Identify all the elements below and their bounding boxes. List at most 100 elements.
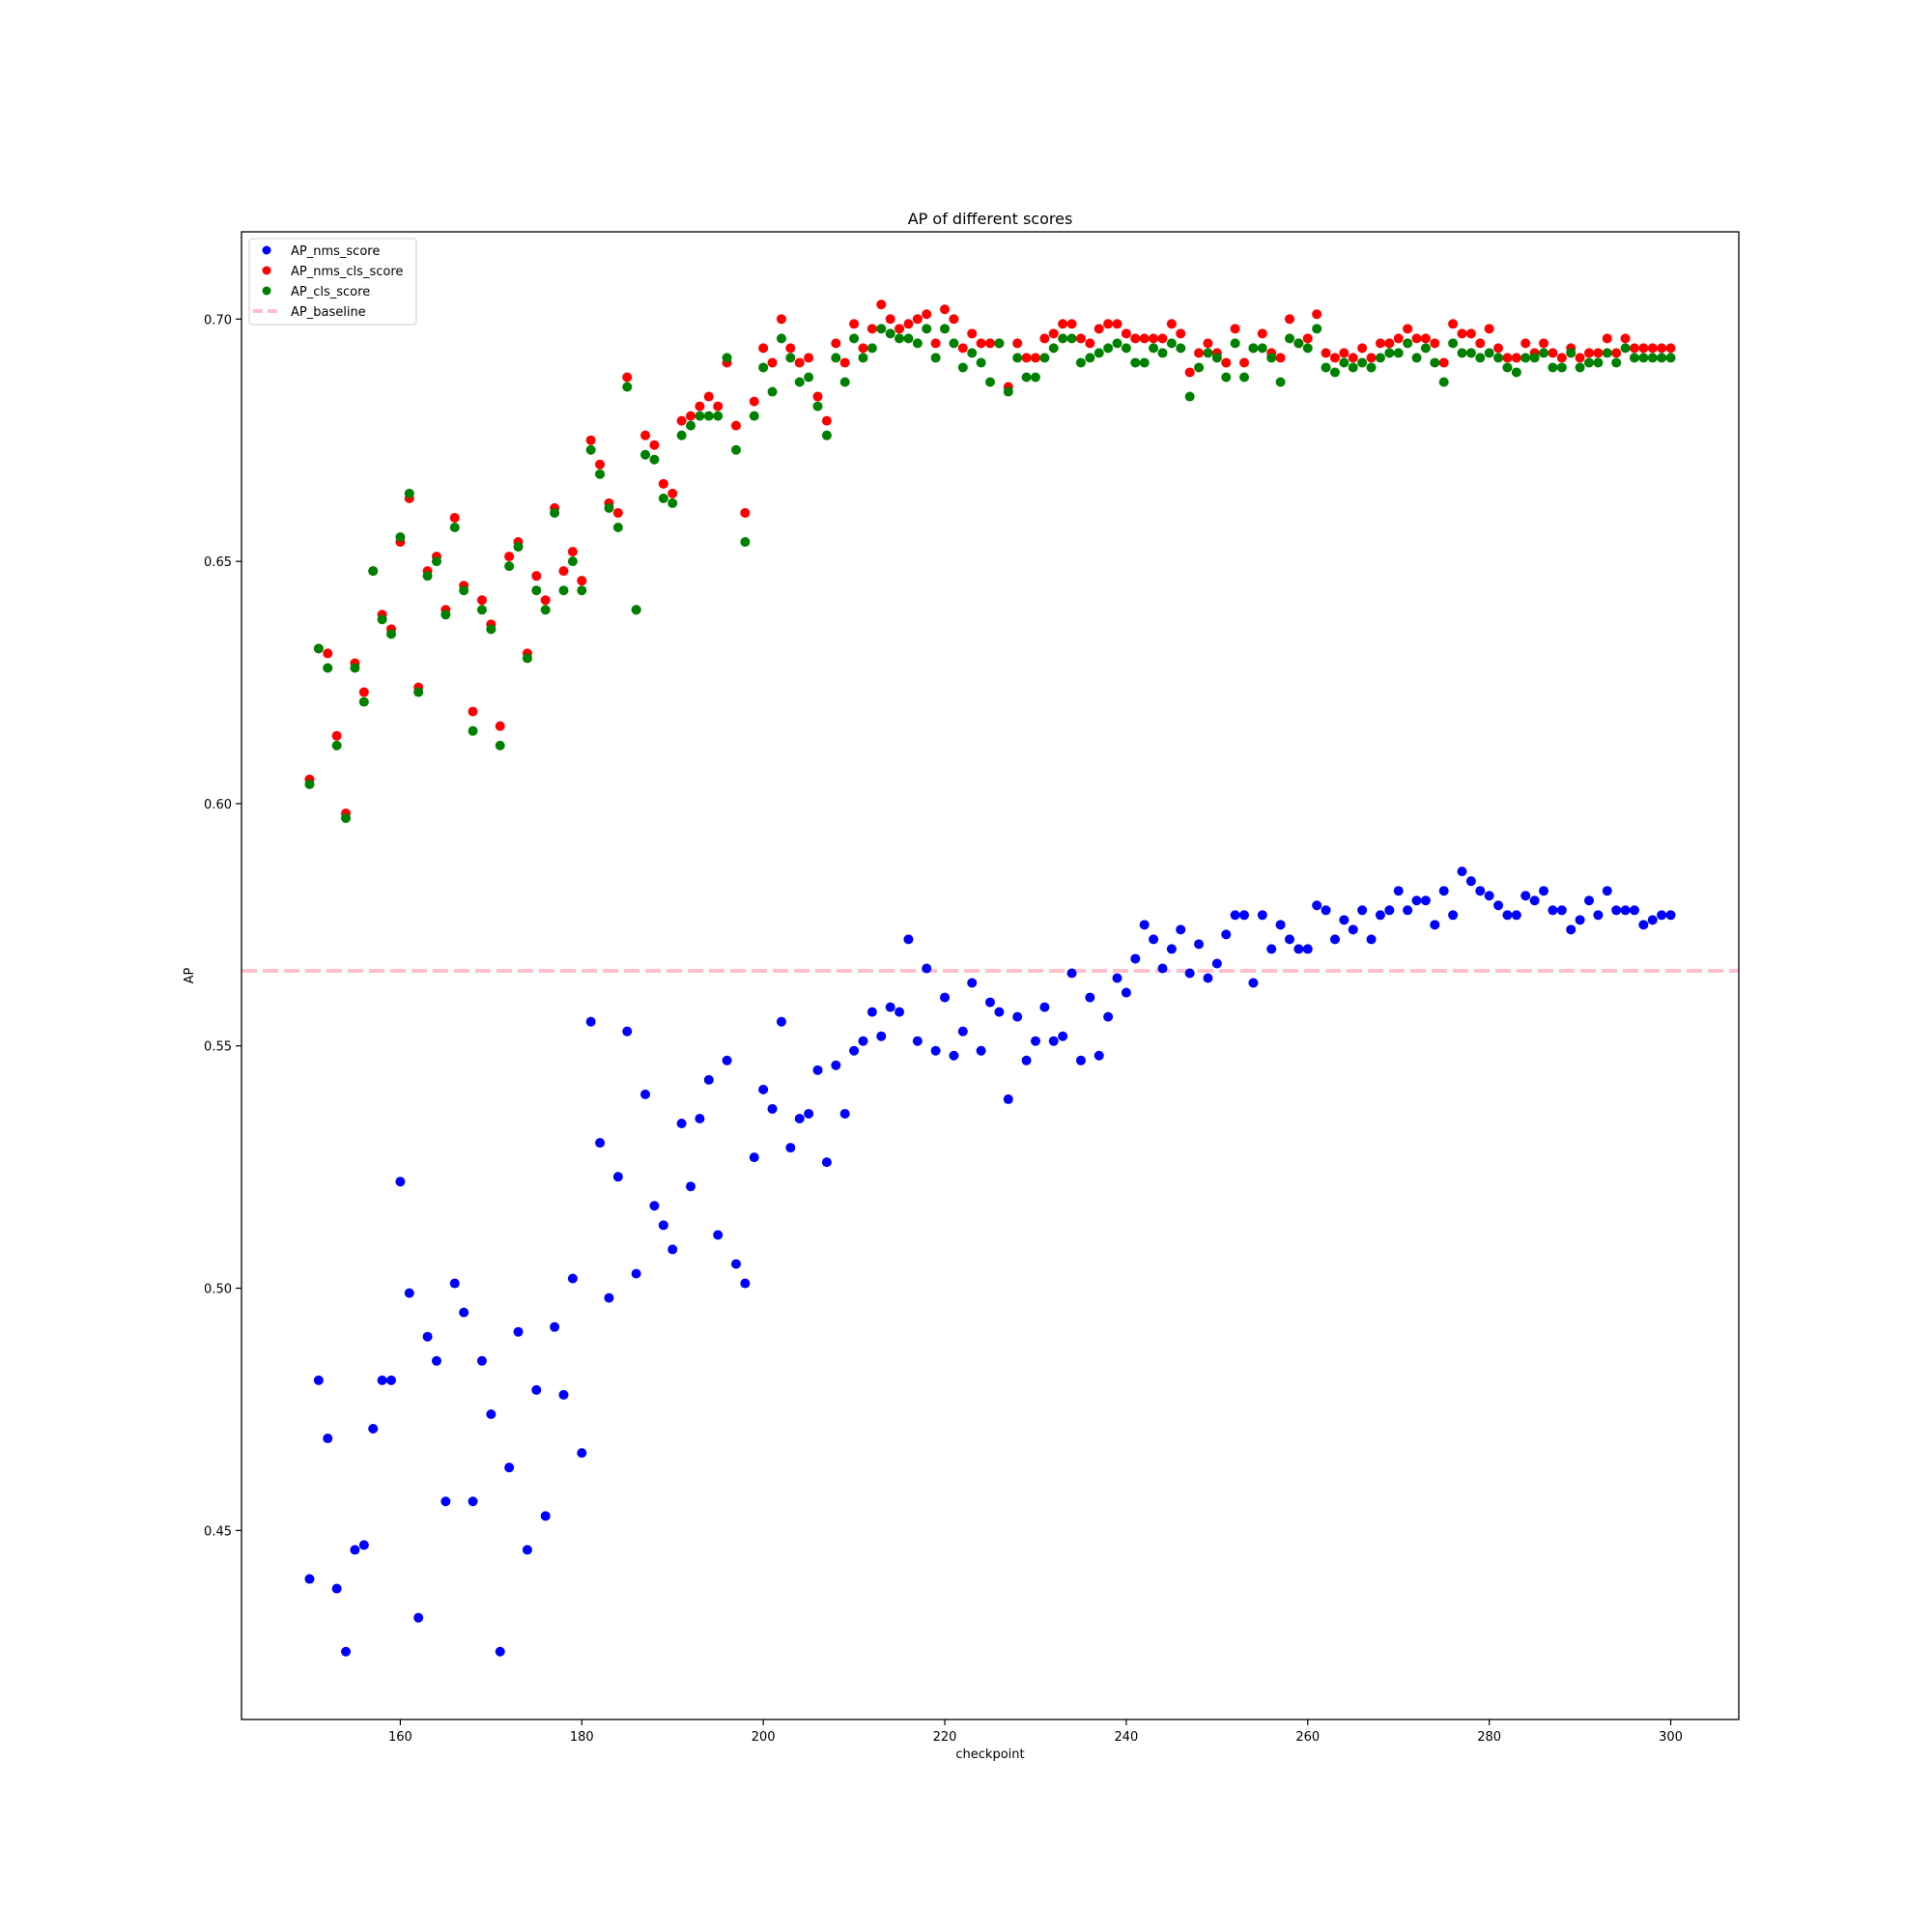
- point-nms-score: [676, 1118, 687, 1128]
- point-cls-score: [885, 328, 895, 339]
- point-cls-score: [631, 605, 641, 615]
- point-nms-cls-score: [867, 324, 877, 334]
- point-cls-score: [1221, 372, 1232, 383]
- y-tick-label: 0.60: [204, 798, 232, 812]
- point-nms-score: [1058, 1031, 1068, 1041]
- point-cls-score: [758, 362, 769, 373]
- y-axis-label: AP: [183, 967, 197, 983]
- point-cls-score: [1548, 362, 1558, 373]
- point-cls-score: [395, 532, 406, 543]
- point-nms-cls-score: [1066, 319, 1077, 329]
- point-cls-score: [386, 629, 396, 639]
- point-nms-score: [767, 1103, 778, 1114]
- point-cls-score: [1157, 348, 1168, 358]
- point-nms-cls-score: [1329, 353, 1340, 363]
- point-nms-score: [1384, 905, 1395, 916]
- x-tick-label: 300: [1659, 1730, 1683, 1745]
- y-tick-label: 0.45: [204, 1524, 232, 1539]
- point-cls-score: [676, 430, 687, 440]
- point-cls-score: [713, 411, 724, 421]
- point-cls-score: [749, 411, 759, 421]
- point-nms-cls-score: [1657, 343, 1667, 354]
- point-cls-score: [695, 411, 705, 421]
- point-nms-cls-score: [1448, 319, 1459, 329]
- point-nms-cls-score: [1629, 343, 1639, 354]
- point-cls-score: [976, 357, 986, 368]
- point-nms-score: [1048, 1036, 1059, 1046]
- point-nms-score: [976, 1045, 986, 1056]
- point-nms-score: [1257, 910, 1267, 921]
- point-nms-score: [1566, 924, 1577, 935]
- point-cls-score: [949, 338, 959, 349]
- point-cls-score: [785, 353, 796, 363]
- point-nms-score: [640, 1089, 651, 1099]
- point-cls-score: [740, 537, 751, 548]
- point-nms-score: [1203, 973, 1213, 983]
- point-nms-score: [550, 1321, 560, 1332]
- point-nms-score: [504, 1463, 515, 1473]
- y-tick-label: 0.65: [204, 555, 232, 570]
- points-layer: [304, 299, 1676, 1657]
- point-nms-score: [1465, 876, 1476, 887]
- point-cls-score: [1575, 362, 1585, 373]
- point-nms-cls-score: [1420, 333, 1431, 344]
- point-nms-score: [713, 1230, 724, 1240]
- point-cls-score: [1566, 348, 1577, 358]
- legend-marker-nms-cls-score: [262, 266, 271, 275]
- legend: AP_nms_score AP_nms_cls_score AP_cls_sco…: [248, 238, 417, 326]
- point-cls-score: [350, 663, 360, 673]
- point-cls-score: [640, 449, 651, 460]
- point-nms-score: [1139, 920, 1150, 930]
- point-cls-score: [567, 556, 578, 567]
- point-nms-cls-score: [1520, 338, 1531, 349]
- point-nms-cls-score: [1094, 324, 1104, 334]
- point-cls-score: [1647, 353, 1658, 363]
- point-nms-score: [1348, 924, 1358, 935]
- point-nms-score: [313, 1375, 324, 1385]
- point-cls-score: [323, 663, 333, 673]
- point-nms-score: [849, 1045, 860, 1056]
- point-nms-score: [1075, 1055, 1086, 1065]
- y-axis: 0.45 0.50 0.55 0.60 0.65 0.70: [204, 313, 242, 1539]
- point-nms-cls-score: [358, 687, 369, 697]
- point-cls-score: [1203, 348, 1213, 358]
- point-cls-score: [304, 779, 315, 789]
- point-nms-cls-score: [967, 328, 978, 339]
- point-cls-score: [585, 444, 596, 455]
- point-nms-score: [876, 1031, 887, 1041]
- point-cls-score: [1166, 338, 1177, 349]
- point-nms-cls-score: [858, 343, 868, 354]
- point-cls-score: [994, 338, 1005, 349]
- point-nms-score: [1548, 905, 1558, 916]
- point-nms-cls-score: [577, 576, 587, 586]
- point-nms-score: [486, 1408, 497, 1419]
- point-cls-score: [313, 643, 324, 654]
- point-nms-score: [585, 1016, 596, 1027]
- point-nms-score: [740, 1278, 751, 1289]
- point-nms-cls-score: [949, 314, 959, 325]
- point-nms-score: [1266, 944, 1277, 954]
- point-cls-score: [957, 362, 968, 373]
- point-nms-score: [1248, 978, 1259, 988]
- point-nms-score: [1638, 920, 1649, 930]
- point-nms-cls-score: [1039, 333, 1050, 344]
- point-nms-score: [1502, 910, 1513, 921]
- point-nms-cls-score: [1230, 324, 1240, 334]
- y-tick-label: 0.55: [204, 1040, 232, 1055]
- point-nms-score: [885, 1002, 895, 1012]
- point-cls-score: [1438, 377, 1449, 387]
- point-nms-score: [459, 1307, 469, 1318]
- point-nms-score: [858, 1036, 868, 1046]
- point-nms-score: [1239, 910, 1250, 921]
- point-nms-score: [1657, 910, 1667, 921]
- point-nms-score: [368, 1424, 379, 1435]
- point-cls-score: [504, 561, 515, 572]
- point-nms-cls-score: [540, 595, 551, 606]
- point-nms-score: [1312, 900, 1322, 911]
- point-cls-score: [1411, 353, 1422, 363]
- point-nms-cls-score: [1357, 343, 1368, 354]
- point-nms-cls-score: [1484, 324, 1494, 334]
- point-nms-cls-score: [1121, 328, 1131, 339]
- point-nms-cls-score: [1058, 319, 1068, 329]
- point-nms-score: [957, 1026, 968, 1037]
